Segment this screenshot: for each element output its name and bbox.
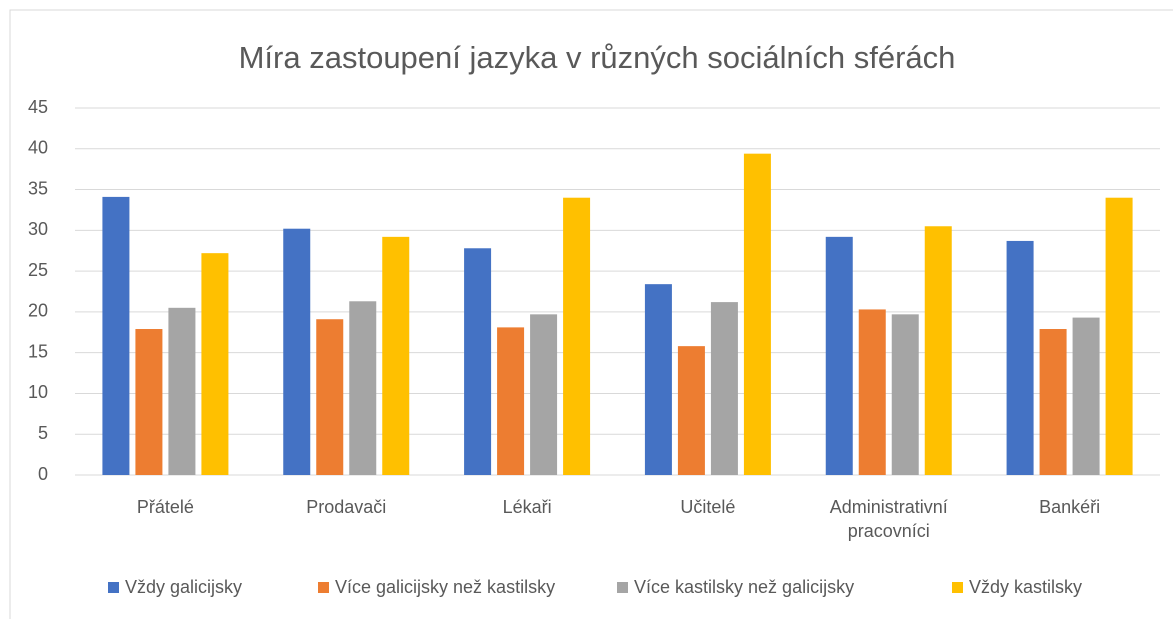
bar [858, 309, 886, 475]
y-tick-label: 5 [38, 423, 48, 443]
bar [530, 314, 558, 475]
bar [1006, 240, 1034, 475]
x-tick-label: Přátelé [136, 497, 194, 517]
bar [1105, 197, 1133, 475]
bar [497, 327, 525, 475]
bar [825, 236, 853, 475]
x-tick-label: Prodavači [306, 497, 387, 517]
bar [283, 228, 311, 475]
bar [563, 197, 591, 475]
y-tick-label: 20 [28, 301, 48, 321]
bar [891, 314, 919, 475]
bar [677, 346, 705, 475]
x-tick-label: Lékaři [502, 497, 552, 517]
bar [102, 196, 130, 475]
bar [644, 284, 672, 475]
y-tick-label: 45 [28, 97, 48, 117]
legend-label: Více kastilsky než galicijsky [634, 577, 854, 597]
bar [382, 236, 410, 475]
chart-title: Míra zastoupení jazyka v různých sociáln… [239, 40, 956, 75]
legend-label: Vždy galicijsky [125, 577, 242, 597]
y-tick-label: 35 [28, 178, 48, 198]
y-tick-label: 10 [28, 382, 48, 402]
y-tick-label: 40 [28, 138, 48, 158]
bar [924, 226, 952, 475]
bar [1072, 317, 1100, 475]
y-tick-label: 30 [28, 219, 48, 239]
legend-swatch [108, 582, 119, 593]
y-tick-label: 25 [28, 260, 48, 280]
chart-border [9, 9, 1173, 619]
legend-swatch [952, 582, 963, 593]
legend-label: Vždy kastilsky [969, 577, 1082, 597]
bar [316, 319, 344, 475]
bar [464, 248, 492, 475]
y-tick-label: 15 [28, 341, 48, 361]
bar [201, 253, 229, 475]
legend-swatch [318, 582, 329, 593]
x-tick-label: Bankéři [1039, 497, 1101, 517]
legend-swatch [617, 582, 628, 593]
bar [135, 329, 163, 475]
x-tick-label: Učitelé [680, 497, 736, 517]
bar [743, 153, 771, 475]
x-tick-label: Administrativní pracovníci [829, 497, 948, 541]
bar [1039, 329, 1067, 475]
bar [349, 301, 377, 475]
bar [168, 307, 196, 475]
legend-label: Více galicijsky než kastilsky [335, 577, 555, 597]
y-tick-label: 0 [38, 464, 48, 484]
bar [710, 302, 738, 475]
